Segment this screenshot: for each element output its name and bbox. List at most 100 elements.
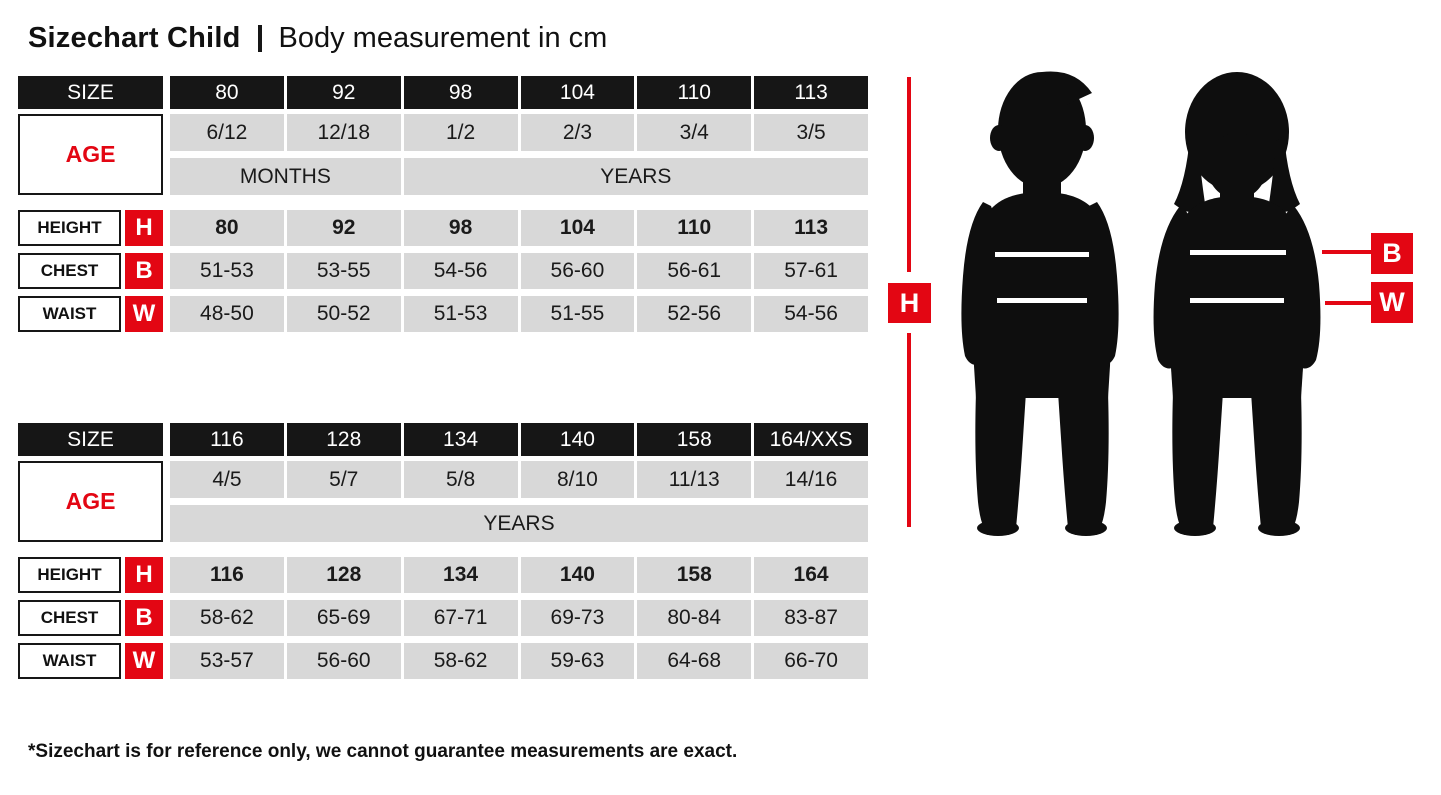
waist-cell: 52-56 xyxy=(637,296,752,332)
page-title: Sizechart Child Body measurement in cm xyxy=(28,22,607,55)
girl-waist-line xyxy=(1190,298,1284,303)
waist-row-label: WAIST W xyxy=(18,296,163,332)
size-row-label: SIZE xyxy=(18,423,163,456)
chest-cell: 80-84 xyxy=(637,600,752,636)
height-row: HEIGHT H 80 92 98 104 110 113 xyxy=(18,210,868,246)
title-subtitle: Body measurement in cm xyxy=(278,22,608,54)
height-cell: 116 xyxy=(170,557,284,593)
size-cell: 164/XXS xyxy=(754,423,868,456)
chest-cell: 69-73 xyxy=(520,600,635,636)
size-cell: 116 xyxy=(170,423,284,456)
waist-code-badge: W xyxy=(125,296,163,332)
waist-cell: 54-56 xyxy=(754,296,868,332)
size-row: SIZE 116 128 134 140 158 164/XXS xyxy=(18,423,868,456)
chest-measure-line xyxy=(1322,250,1371,254)
height-measure-line-top xyxy=(907,77,911,272)
chest-row: CHEST B 51-53 53-55 54-56 56-60 56-61 57… xyxy=(18,253,868,289)
age-unit-years: YEARS xyxy=(403,158,868,195)
waist-cell: 56-60 xyxy=(286,643,401,679)
height-cell: 104 xyxy=(520,210,635,246)
age-unit-months: MONTHS xyxy=(170,158,401,195)
chest-row: CHEST B 58-62 65-69 67-71 69-73 80-84 83… xyxy=(18,600,868,636)
age-cell: 2/3 xyxy=(520,114,635,151)
height-cell: 110 xyxy=(637,210,752,246)
height-cell: 134 xyxy=(403,557,518,593)
height-code-tag: H xyxy=(888,283,931,323)
size-cell: 110 xyxy=(637,76,752,109)
age-label: AGE xyxy=(18,114,163,195)
height-code-badge: H xyxy=(125,210,163,246)
size-cell: 98 xyxy=(403,76,518,109)
chest-cell: 56-61 xyxy=(637,253,752,289)
chest-cell: 57-61 xyxy=(754,253,868,289)
height-measure-line-bottom xyxy=(907,333,911,527)
sizechart-table-large: SIZE 116 128 134 140 158 164/XXS 4/5 5/7… xyxy=(18,423,868,679)
age-unit-years: YEARS xyxy=(170,505,868,542)
height-label: HEIGHT xyxy=(18,557,121,593)
size-cell: 92 xyxy=(286,76,401,109)
height-label: HEIGHT xyxy=(18,210,121,246)
height-code-badge: H xyxy=(125,557,163,593)
age-cell: 1/2 xyxy=(403,114,518,151)
girl-chest-line xyxy=(1190,250,1286,255)
size-cell: 104 xyxy=(520,76,635,109)
height-cell: 128 xyxy=(286,557,401,593)
height-cell: 158 xyxy=(637,557,752,593)
boy-figure xyxy=(961,71,1119,536)
chest-cell: 54-56 xyxy=(403,253,518,289)
waist-label: WAIST xyxy=(18,296,121,332)
height-cell: 80 xyxy=(170,210,284,246)
size-row-label: SIZE xyxy=(18,76,163,109)
waist-cell: 50-52 xyxy=(286,296,401,332)
age-cell: 5/8 xyxy=(403,461,518,498)
height-cell: 140 xyxy=(520,557,635,593)
chest-label: CHEST xyxy=(18,600,121,636)
waist-row: WAIST W 53-57 56-60 58-62 59-63 64-68 66… xyxy=(18,643,868,679)
age-unit-row: YEARS xyxy=(18,505,868,542)
age-cell: 14/16 xyxy=(754,461,868,498)
age-cell: 3/4 xyxy=(637,114,752,151)
height-cell: 113 xyxy=(754,210,868,246)
waist-cell: 53-57 xyxy=(170,643,284,679)
age-row: 4/5 5/7 5/8 8/10 11/13 14/16 xyxy=(18,461,868,498)
size-cell: 140 xyxy=(520,423,635,456)
height-row-label: HEIGHT H xyxy=(18,210,163,246)
age-unit-row: MONTHS YEARS xyxy=(18,158,868,195)
waist-code-tag: W xyxy=(1371,282,1413,323)
girl-figure xyxy=(1153,72,1321,536)
size-cell: 113 xyxy=(754,76,868,109)
chest-cell: 58-62 xyxy=(170,600,284,636)
boy-hair-tuft xyxy=(1040,71,1092,105)
waist-label: WAIST xyxy=(18,643,121,679)
waist-row-label: WAIST W xyxy=(18,643,163,679)
age-cell: 6/12 xyxy=(170,114,284,151)
chest-code-badge: B xyxy=(125,600,163,636)
waist-cell: 48-50 xyxy=(170,296,284,332)
chest-cell: 83-87 xyxy=(754,600,868,636)
height-cell: 98 xyxy=(403,210,518,246)
age-cell: 3/5 xyxy=(754,114,868,151)
waist-cell: 66-70 xyxy=(754,643,868,679)
chest-cell: 51-53 xyxy=(170,253,284,289)
size-cell: 158 xyxy=(637,423,752,456)
title-main: Sizechart Child xyxy=(28,22,241,54)
chest-cell: 65-69 xyxy=(286,600,401,636)
waist-code-badge: W xyxy=(125,643,163,679)
chest-cell: 53-55 xyxy=(286,253,401,289)
waist-cell: 59-63 xyxy=(520,643,635,679)
age-cell: 4/5 xyxy=(170,461,284,498)
height-row: HEIGHT H 116 128 134 140 158 164 xyxy=(18,557,868,593)
waist-cell: 51-55 xyxy=(520,296,635,332)
boy-waist-line xyxy=(997,298,1087,303)
waist-row: WAIST W 48-50 50-52 51-53 51-55 52-56 54… xyxy=(18,296,868,332)
chest-row-label: CHEST B xyxy=(18,253,163,289)
chest-cell: 56-60 xyxy=(520,253,635,289)
age-label: AGE xyxy=(18,461,163,542)
age-cell: 5/7 xyxy=(286,461,401,498)
age-cell: 12/18 xyxy=(286,114,401,151)
boy-chest-line xyxy=(995,252,1089,257)
size-cell: 128 xyxy=(286,423,401,456)
waist-cell: 58-62 xyxy=(403,643,518,679)
age-row: 6/12 12/18 1/2 2/3 3/4 3/5 xyxy=(18,114,868,151)
